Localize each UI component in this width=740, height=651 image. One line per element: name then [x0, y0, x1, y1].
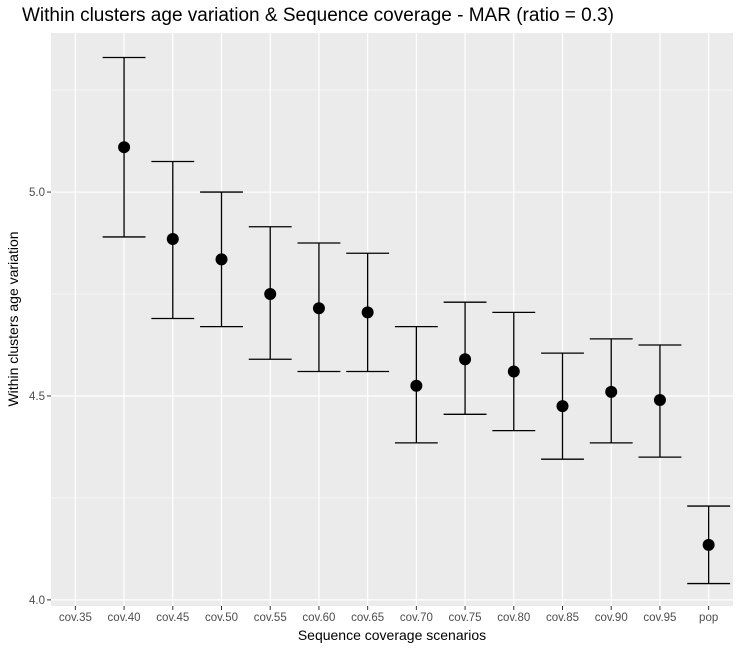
data-point — [312, 302, 325, 315]
x-tick-label: cov.75 — [449, 612, 482, 624]
x-tick-label: cov.35 — [59, 612, 92, 624]
y-tick-label: 4.5 — [29, 391, 45, 403]
minor-gridlines — [51, 89, 733, 499]
data-point — [605, 385, 618, 398]
x-axis-tick-labels: cov.35 cov.40 cov.45 cov.50 cov.55 cov.60 cov.… — [59, 612, 718, 624]
x-axis-title: Sequence coverage scenarios — [298, 627, 486, 643]
data-point — [459, 353, 472, 366]
x-tick-label: cov.65 — [351, 612, 384, 624]
x-tick-label: cov.85 — [546, 612, 579, 624]
plot-panel — [51, 33, 733, 606]
x-tick-label: cov.70 — [400, 612, 433, 624]
errorbars — [102, 56, 731, 585]
data-points — [118, 141, 715, 551]
chart-title: Within clusters age variation & Sequence… — [22, 5, 614, 26]
x-tick-label: cov.60 — [302, 612, 335, 624]
data-point — [361, 306, 374, 319]
x-tick-label: cov.90 — [595, 612, 628, 624]
x-tick-label: cov.80 — [497, 612, 530, 624]
data-point — [702, 538, 715, 551]
y-tick-label: 4.0 — [29, 595, 45, 607]
x-tick-label: cov.95 — [643, 612, 676, 624]
data-point — [507, 365, 520, 378]
data-point — [556, 400, 569, 413]
y-axis-title: Within clusters age variation — [5, 231, 21, 406]
x-tick-label: cov.40 — [108, 612, 141, 624]
x-tick-label: cov.50 — [205, 612, 238, 624]
data-point — [264, 288, 277, 301]
y-axis-tick-labels: 4.0 4.5 5.0 — [29, 187, 45, 607]
data-point — [410, 379, 423, 392]
axis-ticks — [47, 191, 710, 610]
x-tick-label: pop — [699, 612, 718, 624]
data-point — [118, 141, 131, 154]
data-point — [215, 253, 228, 266]
x-tick-label: cov.55 — [254, 612, 287, 624]
data-point — [653, 394, 666, 407]
data-point — [166, 232, 179, 245]
x-tick-label: cov.45 — [156, 612, 189, 624]
y-tick-label: 5.0 — [29, 187, 45, 199]
